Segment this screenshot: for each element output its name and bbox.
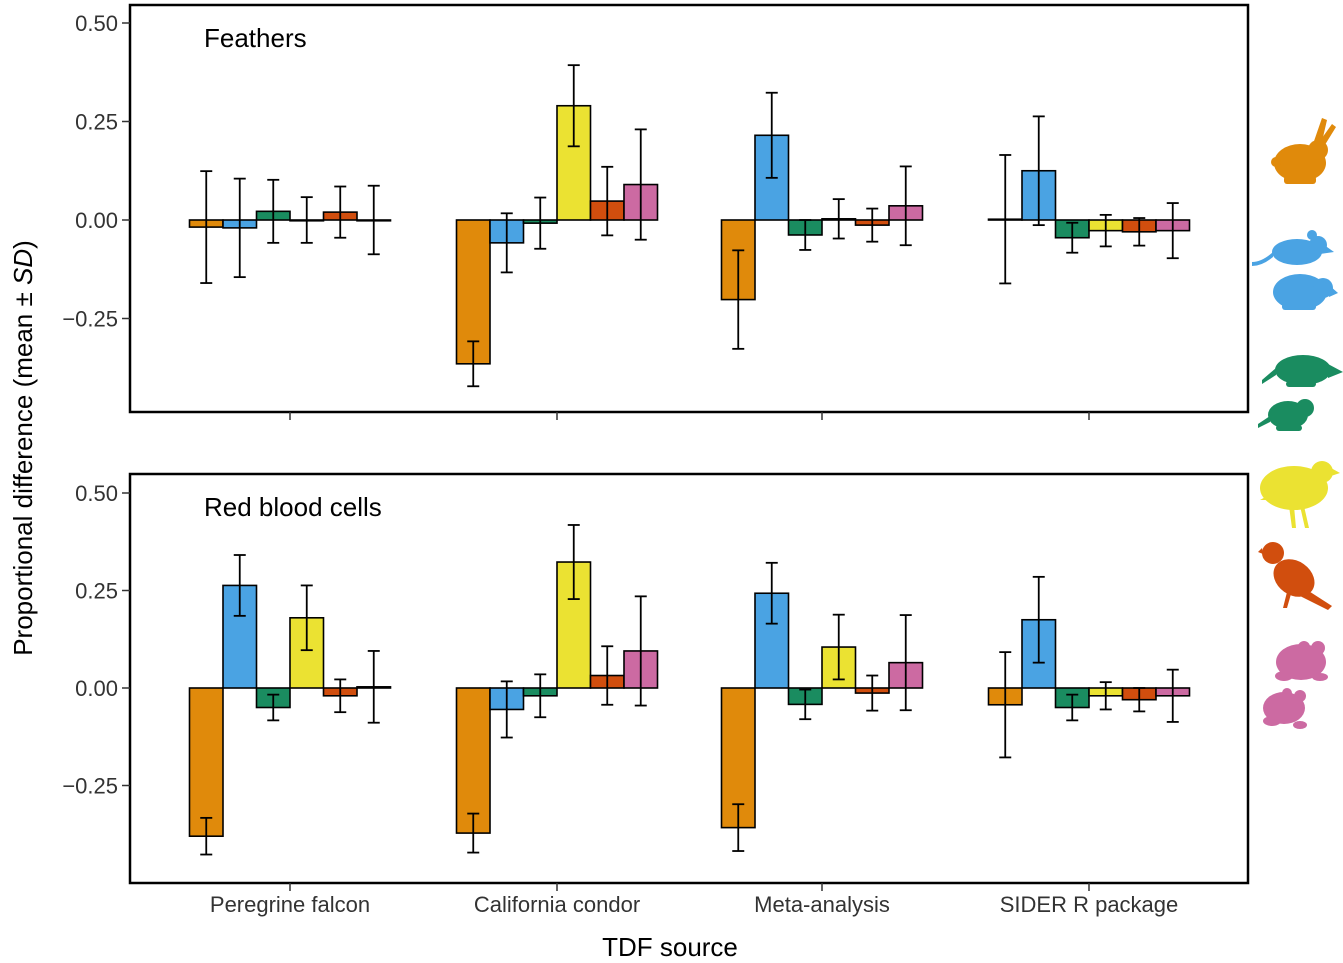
panel-1: 0.50 0.25 0.00 −0.25 Red blood cells <box>62 472 1250 891</box>
bar <box>754 592 790 689</box>
error-bar <box>601 645 614 706</box>
error-bar <box>765 561 778 625</box>
y-tick-label: 0.50 <box>75 11 118 36</box>
error-bar <box>866 207 879 243</box>
y-tick-label: 0.00 <box>75 676 118 701</box>
error-bar <box>567 524 580 600</box>
x-tick-label: Meta-analysis <box>754 892 890 917</box>
error-bar <box>1133 217 1146 247</box>
error-bar <box>601 165 614 237</box>
error-bar <box>300 196 313 244</box>
y-tick-label: −0.25 <box>62 774 118 799</box>
panel-0: 0.50 0.25 0.00 −0.25 Feathers <box>62 3 1250 420</box>
error-bar <box>866 674 879 712</box>
error-bar <box>799 219 812 251</box>
error-bar <box>200 170 213 284</box>
y-tick-label: 0.00 <box>75 208 118 233</box>
bar <box>455 687 491 834</box>
rabbit-icon <box>1271 118 1336 184</box>
panel-title: Red blood cells <box>204 492 382 522</box>
error-bar <box>367 184 380 256</box>
quail-icon <box>1260 461 1340 528</box>
bar <box>455 219 491 365</box>
y-axis-title-italic: SD <box>8 249 38 285</box>
y-tick-label: 0.50 <box>75 481 118 506</box>
error-bar <box>534 673 547 719</box>
toad-icon <box>1263 641 1328 729</box>
error-bar <box>1032 115 1045 227</box>
x-tick-label: California condor <box>474 892 640 917</box>
error-bar <box>267 178 280 244</box>
error-bar <box>1066 693 1079 722</box>
x-axis-title: TDF source <box>602 932 738 962</box>
error-bar <box>1066 221 1079 254</box>
rodent-icon <box>1252 230 1338 310</box>
error-bar <box>233 177 246 279</box>
y-tick-label: 0.25 <box>75 110 118 135</box>
error-bar <box>765 91 778 179</box>
error-bar <box>999 651 1012 759</box>
error-bar <box>334 185 347 239</box>
error-bar <box>467 340 480 388</box>
error-bar <box>233 554 246 617</box>
error-bar <box>1133 687 1146 713</box>
error-bar <box>500 680 513 739</box>
error-bar <box>799 688 812 721</box>
y-axis-title-suffix: ) <box>8 240 38 249</box>
y-tick-label: 0.25 <box>75 579 118 604</box>
error-bar <box>732 803 745 852</box>
panel-frame <box>128 472 1250 885</box>
bar <box>188 687 224 837</box>
y-axis-title: Proportional difference (mean ± SD) <box>8 240 38 656</box>
x-axis-labels: Peregrine falcon California condor Meta-… <box>210 892 1178 917</box>
panel-title: Feathers <box>204 23 307 53</box>
x-tick-label: SIDER R package <box>1000 892 1179 917</box>
error-bar <box>899 614 912 712</box>
error-bar <box>1166 202 1179 260</box>
error-bar <box>1099 213 1112 248</box>
error-bar <box>367 650 380 724</box>
error-bar <box>832 198 845 240</box>
shrew-icon <box>1258 355 1343 431</box>
thrush-icon <box>1258 542 1332 610</box>
error-bar <box>267 693 280 722</box>
y-axis-title-prefix: Proportional difference (mean ± <box>8 285 38 656</box>
error-bar <box>634 128 647 241</box>
species-legend <box>1252 118 1343 729</box>
y-tick-label: −0.25 <box>62 307 118 332</box>
error-bar <box>567 64 580 148</box>
panels-layer: 0.50 0.25 0.00 −0.25 Feathers 0.50 0.25 0.00 −0.… <box>62 3 1250 891</box>
error-bar <box>899 165 912 247</box>
error-bar <box>732 249 745 350</box>
x-tick-label: Peregrine falcon <box>210 892 370 917</box>
error-bar <box>634 595 647 707</box>
error-bar <box>300 584 313 652</box>
error-bar <box>200 816 213 856</box>
error-bar <box>1032 575 1045 664</box>
error-bar <box>999 154 1012 285</box>
error-bar <box>500 212 513 274</box>
panel-frame <box>128 3 1250 414</box>
error-bar <box>467 812 480 854</box>
error-bar <box>1166 668 1179 723</box>
error-bar <box>832 613 845 681</box>
error-bar <box>334 678 347 714</box>
error-bar <box>534 196 547 250</box>
error-bar <box>1099 681 1112 711</box>
